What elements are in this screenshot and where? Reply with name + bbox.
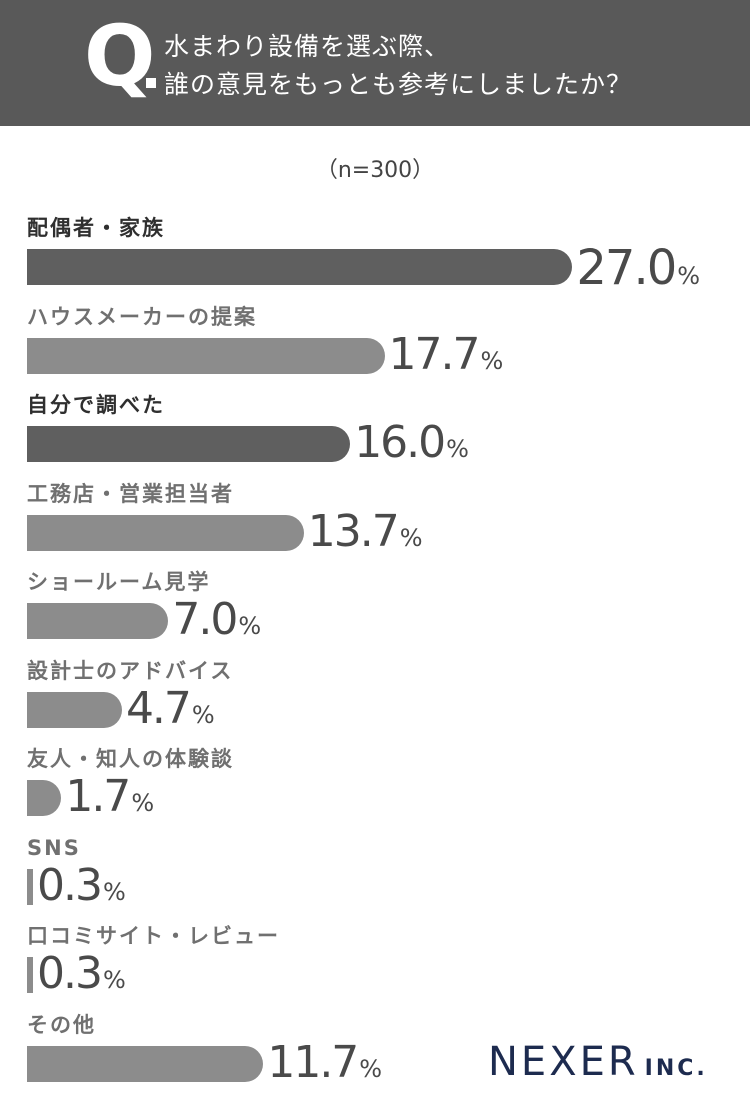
value-label: 17.7% [389, 332, 504, 377]
value-number: 0.3 [37, 948, 103, 999]
value-label: 11.7% [267, 1040, 383, 1085]
value-label: 4.7% [126, 686, 215, 731]
question-line-1: 水まわり設備を選ぶ際、 [164, 32, 451, 61]
value-number: 27.0 [576, 240, 677, 296]
value-number: 11.7 [267, 1036, 359, 1088]
value-label: 0.3% [37, 952, 126, 996]
category-label: 自分で調べた [27, 393, 165, 417]
sample-size: （n=300） [315, 158, 435, 183]
category-label: ハウスメーカーの提案 [27, 304, 257, 329]
value-number: 1.7 [65, 771, 131, 822]
category-label: 口コミサイト・レビュー [27, 924, 280, 948]
value-label: 0.3% [37, 863, 126, 908]
value-unit: % [191, 700, 215, 729]
value-unit: % [359, 1054, 383, 1083]
bar [27, 426, 351, 462]
value-unit: % [677, 262, 701, 290]
value-unit: % [131, 789, 155, 817]
q-mark: Q [84, 7, 155, 105]
category-label: 配偶者・家族 [27, 216, 165, 240]
value-number: 4.7 [125, 682, 192, 734]
bar [27, 957, 34, 993]
value-unit: % [480, 346, 504, 375]
question-header: Q 水まわり設備を選ぶ際、 誰の意見をもっとも参考にしましたか？ [0, 0, 750, 126]
value-number: 17.7 [388, 328, 481, 380]
bar [27, 337, 385, 374]
value-unit: % [399, 523, 423, 552]
value-label: 1.7% [65, 775, 154, 819]
value-label: 13.7% [308, 509, 423, 554]
value-number: 0.3 [37, 859, 103, 911]
value-unit: % [103, 966, 126, 994]
bar [27, 249, 573, 285]
bar [27, 603, 169, 639]
value-label: 27.0% [576, 244, 700, 292]
category-label: 設計士のアドバイス [27, 658, 234, 683]
bar [27, 1045, 264, 1082]
logo-main: NEXER [488, 1039, 639, 1085]
bar [27, 691, 122, 728]
nexer-logo: NEXER INC. [488, 1042, 708, 1082]
bar [27, 868, 34, 905]
value-unit: % [103, 877, 126, 906]
value-unit: % [238, 612, 262, 640]
value-number: 7.0 [172, 594, 238, 645]
bar [27, 514, 304, 551]
value-number: 13.7 [307, 505, 400, 557]
category-label: ショールーム見学 [27, 570, 211, 594]
value-unit: % [446, 435, 469, 463]
category-label: その他 [27, 1012, 96, 1037]
question-line-2: 誰の意見をもっとも参考にしましたか？ [164, 70, 633, 99]
value-label: 16.0% [354, 421, 469, 465]
bar [27, 780, 62, 816]
logo-sub: INC. [644, 1056, 708, 1081]
value-number: 16.0 [354, 417, 446, 468]
category-label: 友人・知人の体験談 [27, 747, 234, 771]
category-label: SNS [27, 835, 81, 860]
q-dot [146, 78, 156, 88]
value-label: 7.0% [172, 598, 261, 642]
category-label: 工務店・営業担当者 [27, 481, 234, 506]
